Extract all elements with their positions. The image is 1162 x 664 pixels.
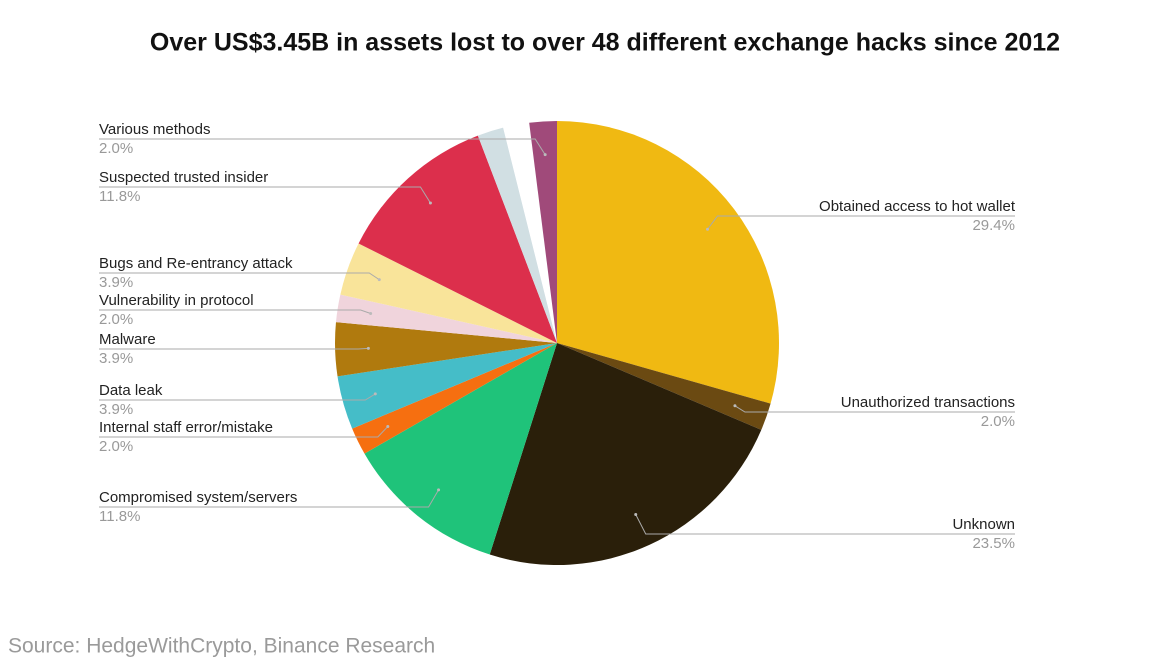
leader-dot — [369, 311, 373, 315]
leader-dot — [706, 227, 710, 231]
leader-dot — [437, 488, 441, 492]
leader-dot — [373, 392, 377, 396]
slice-label: Suspected trusted insider — [99, 169, 268, 186]
leader-line — [99, 272, 380, 281]
slice-label: Data leak — [99, 382, 163, 399]
slice-value: 23.5% — [972, 535, 1015, 552]
leader-line — [707, 215, 1015, 230]
slice-value: 2.0% — [99, 438, 133, 455]
pie-slice — [557, 343, 771, 430]
slice-value: 2.0% — [99, 311, 133, 328]
leader-line — [99, 347, 369, 350]
leader-line — [734, 405, 1015, 413]
leader-line — [99, 426, 389, 438]
slice-label: Bugs and Re-entrancy attack — [99, 255, 293, 272]
leader-line — [635, 514, 1015, 535]
source: Source: HedgeWithCrypto, Binance Researc… — [8, 635, 435, 658]
pie-slice — [489, 343, 762, 565]
pie-slice — [337, 343, 557, 429]
leader-dot — [386, 425, 390, 429]
leader-dot — [733, 404, 737, 408]
slice-value: 29.4% — [972, 217, 1015, 234]
slice-value: 3.9% — [99, 274, 133, 291]
chart-title: Over US$3.45B in assets lost to over 48 … — [150, 29, 1060, 57]
leader-dot — [377, 278, 381, 282]
slice-label: Obtained access to hot wallet — [819, 198, 1016, 215]
pie-slice — [352, 343, 557, 454]
slice-label: Unauthorized transactions — [841, 394, 1015, 411]
leader-line — [99, 186, 431, 204]
slice-label: Unknown — [952, 516, 1015, 533]
pie-slice — [529, 121, 557, 343]
pie-slice — [335, 322, 557, 377]
leader-dot — [634, 512, 638, 516]
pie-slice — [477, 127, 557, 343]
slice-label: Compromised system/servers — [99, 489, 297, 506]
slice-value: 2.0% — [981, 413, 1015, 430]
slice-value: 3.9% — [99, 350, 133, 367]
slice-label: Internal staff error/mistake — [99, 419, 273, 436]
leader-line — [99, 309, 371, 314]
pie-slice — [340, 243, 557, 343]
leader-dot — [428, 201, 432, 205]
pie-slice — [557, 121, 779, 404]
leader-line — [99, 393, 376, 401]
leader-dot — [366, 346, 370, 350]
pie-slice — [364, 343, 557, 555]
pie-slice — [503, 122, 557, 343]
slice-value: 2.0% — [99, 140, 133, 157]
leader-line — [99, 138, 546, 155]
leader-dot — [543, 153, 547, 157]
slice-value: 11.8% — [99, 188, 140, 205]
slice-value: 3.9% — [99, 401, 133, 418]
pie-slice — [335, 294, 557, 343]
slice-label: Malware — [99, 331, 156, 348]
slice-label: Vulnerability in protocol — [99, 292, 254, 309]
slice-label: Various methods — [99, 121, 210, 138]
slice-value: 11.8% — [99, 508, 140, 525]
leader-line — [99, 489, 439, 508]
